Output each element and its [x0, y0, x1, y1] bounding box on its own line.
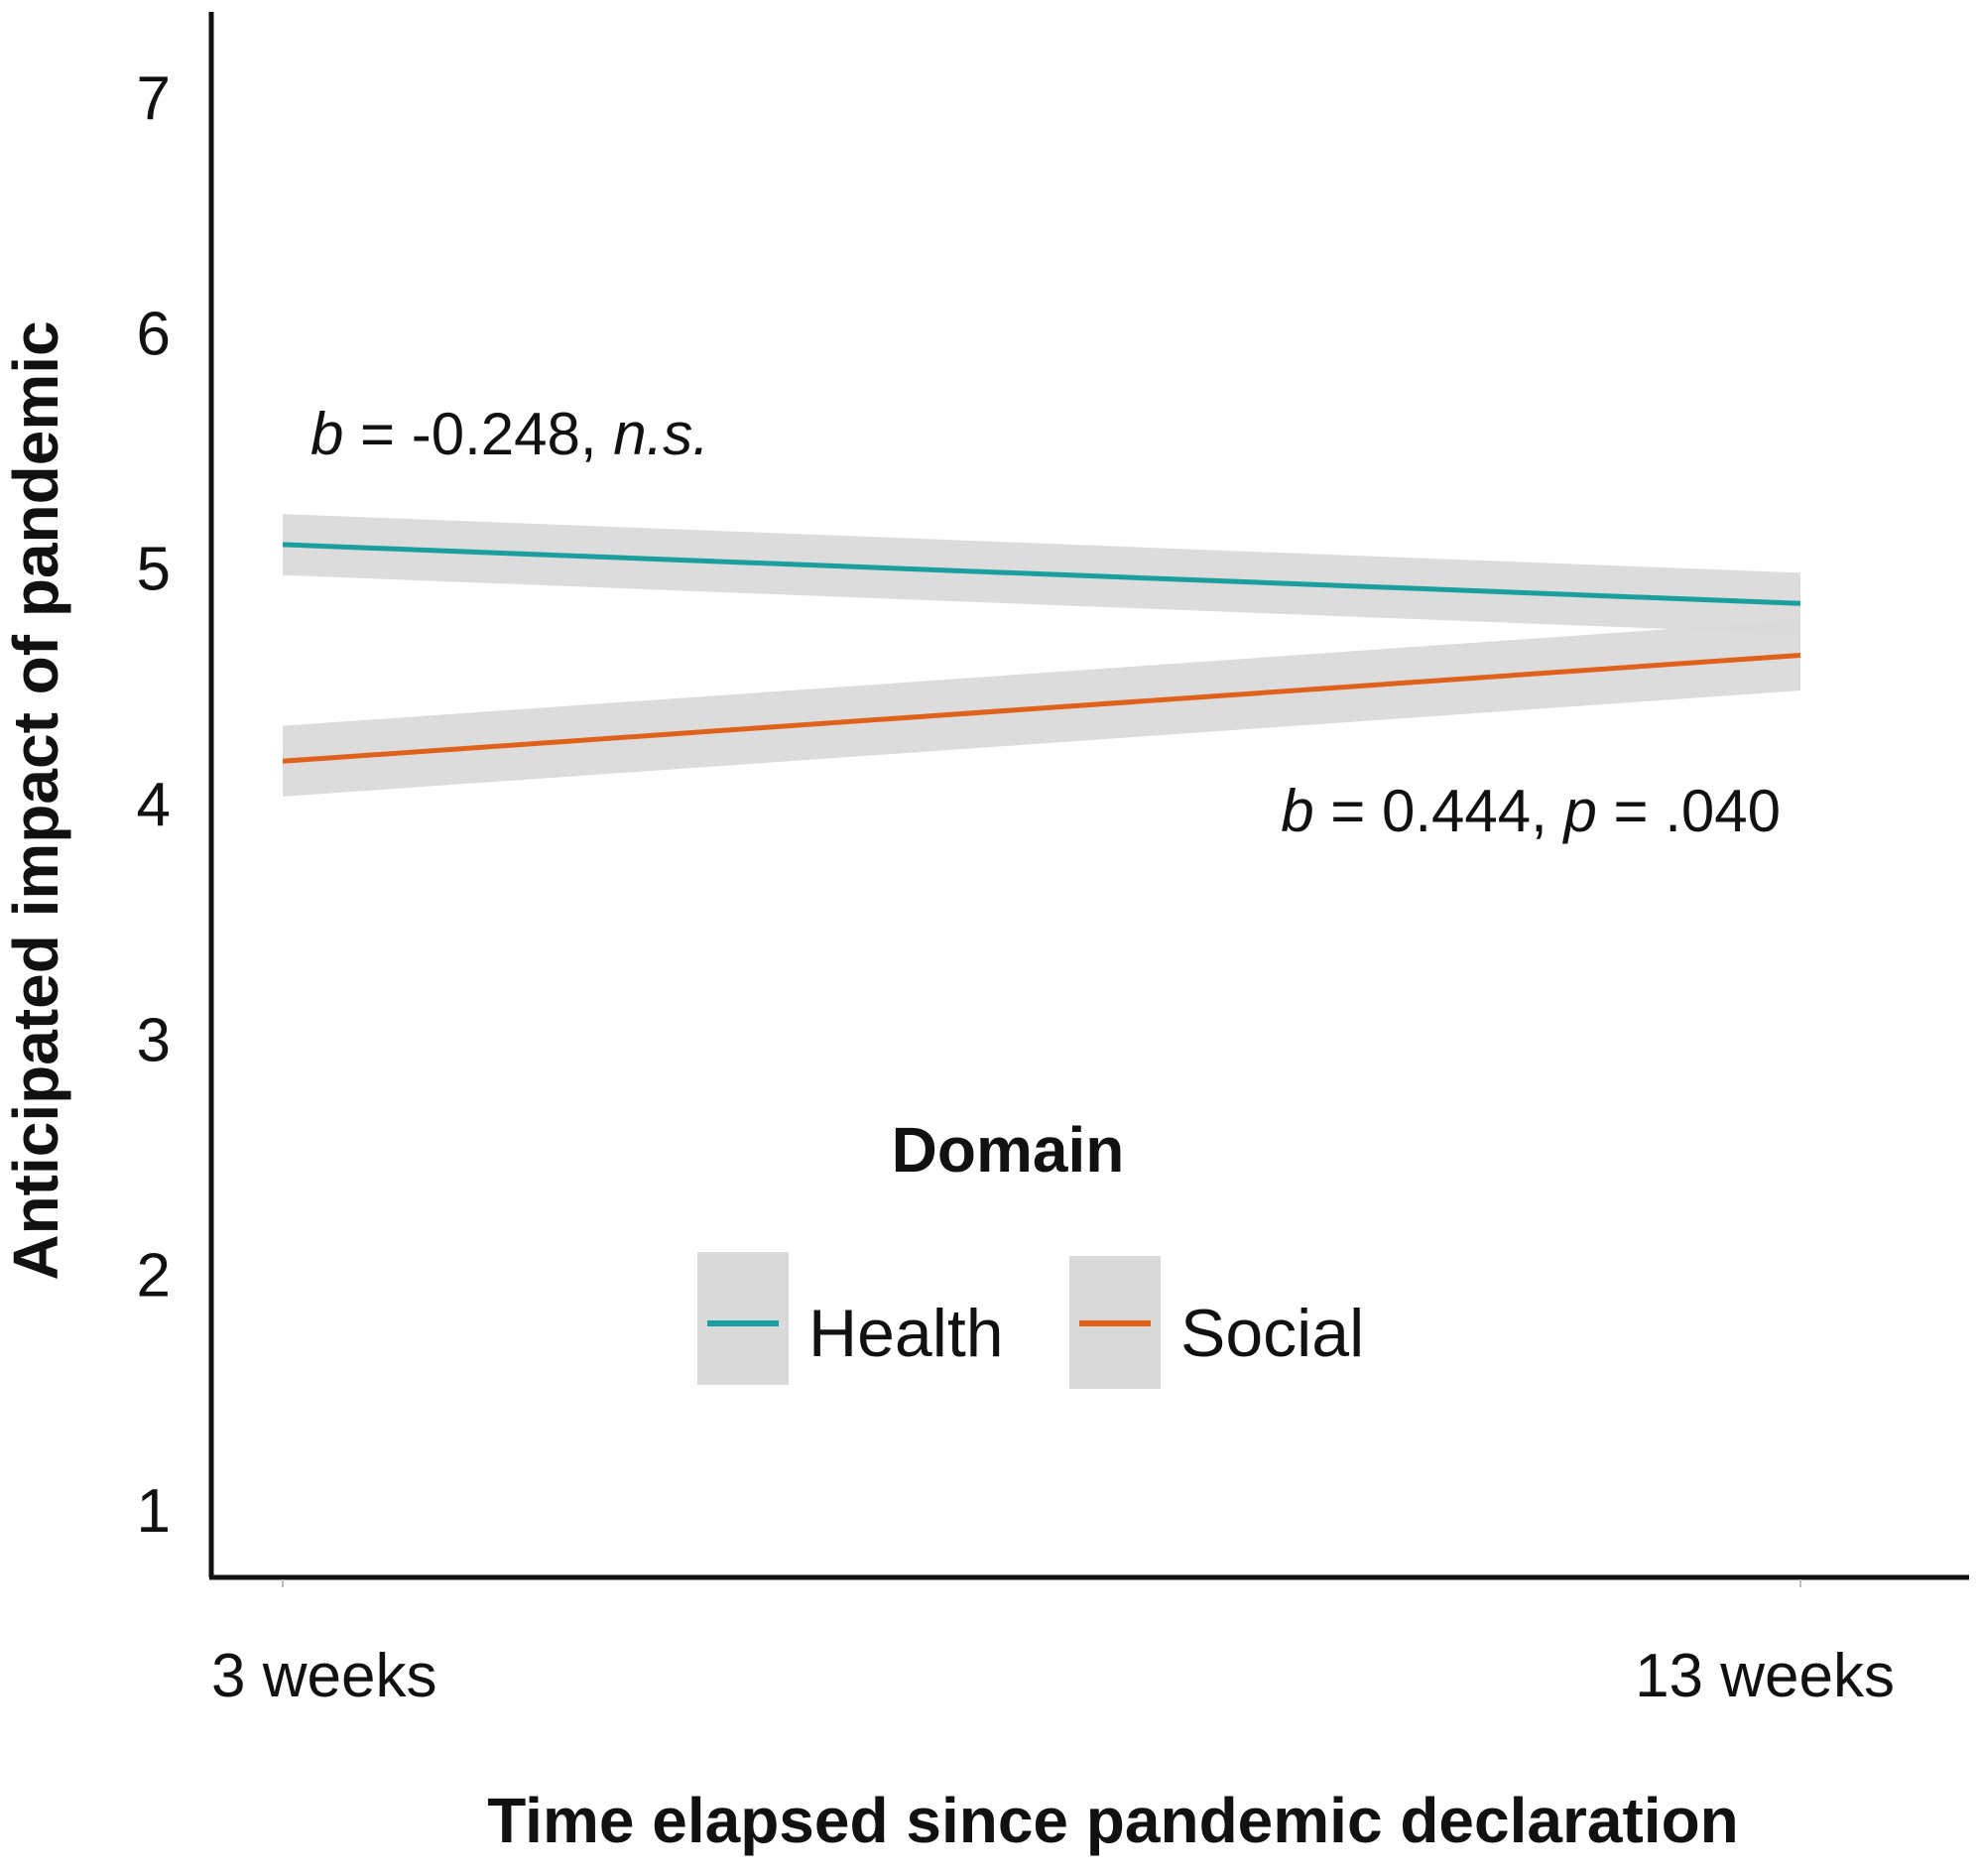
y-tick-label: 7 [137, 64, 171, 133]
y-tick-label: 2 [137, 1242, 171, 1311]
ticks: 1 2 3 4 5 6 7 3 weeks 13 weeks [137, 64, 1895, 1710]
legend: Domain Health Social [697, 1114, 1364, 1389]
series-line-health [282, 542, 1801, 606]
y-axis-title: Anticipated impact of pandemic [0, 320, 71, 1280]
y-tick-label: 3 [137, 1006, 171, 1074]
series-line-social [282, 652, 1801, 764]
y-tick-label: 6 [137, 300, 171, 368]
confidence-bands [283, 514, 1800, 797]
y-tick-label: 1 [137, 1477, 171, 1546]
axes [208, 12, 1969, 1580]
social-slope-annotation: b = 0.444, p = .040 [1281, 778, 1781, 844]
health-slope-annotation: b = -0.248, n.s. [310, 401, 709, 467]
legend-label-health: Health [808, 1296, 1004, 1371]
legend-label-social: Social [1180, 1296, 1364, 1371]
legend-title: Domain [892, 1114, 1125, 1186]
legend-key-health-band [697, 1252, 789, 1385]
y-tick-label: 4 [137, 771, 171, 839]
x-tick-label: 3 weeks [211, 1642, 436, 1710]
x-tick-label: 13 weeks [1635, 1642, 1895, 1710]
trend-lines [282, 542, 1801, 764]
x-axis-title: Time elapsed since pandemic declaration [487, 1785, 1739, 1856]
y-tick-label: 5 [137, 536, 171, 604]
